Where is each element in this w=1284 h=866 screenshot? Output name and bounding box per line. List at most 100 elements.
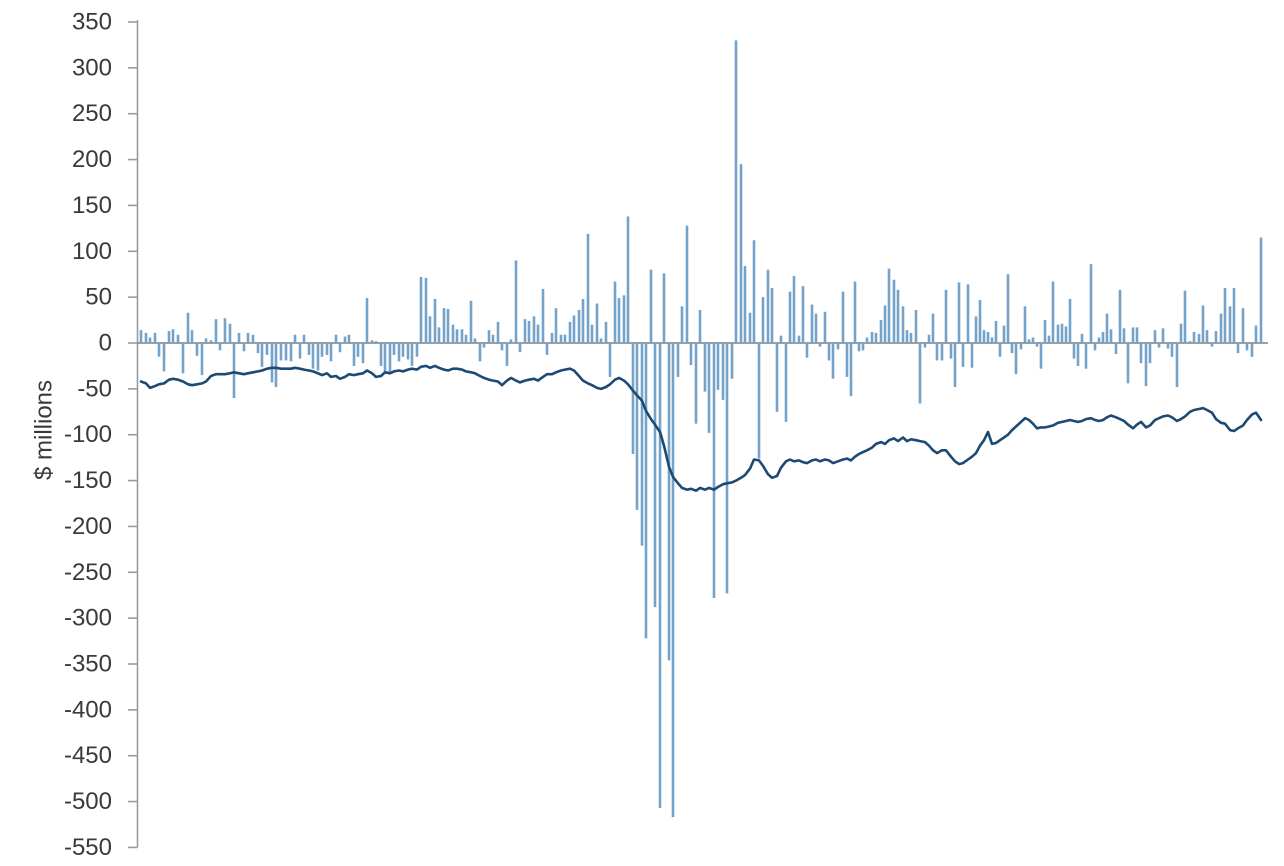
y-axis-tick-label: -50 [77, 375, 112, 402]
bar [347, 334, 351, 343]
bar [676, 343, 680, 377]
bar [518, 343, 522, 353]
bar [1101, 331, 1105, 343]
bar [1161, 328, 1165, 343]
bar [406, 343, 410, 360]
bar [397, 343, 401, 362]
bar [1148, 343, 1152, 364]
bar [559, 334, 563, 343]
y-axis-tick-label: -450 [64, 742, 112, 769]
bar [827, 343, 831, 361]
bar [1259, 237, 1263, 343]
bar [302, 334, 306, 343]
bar [1197, 333, 1201, 343]
bar [1068, 298, 1072, 343]
bar [810, 304, 814, 343]
bar [978, 299, 982, 343]
bar [857, 343, 861, 352]
y-axis-tick-label: -500 [64, 788, 112, 815]
bar [841, 291, 845, 343]
bar [861, 343, 865, 351]
bar [482, 343, 486, 348]
bar [195, 343, 199, 356]
bar [770, 287, 774, 343]
bar [307, 343, 311, 355]
bar [931, 313, 935, 343]
bar [1122, 328, 1126, 343]
bar [1051, 281, 1055, 343]
bar [990, 337, 994, 343]
bar [256, 343, 260, 354]
bar [1223, 287, 1227, 343]
bar [595, 303, 599, 343]
bar [805, 343, 809, 358]
bar [608, 343, 612, 377]
bar [274, 343, 278, 388]
bar [892, 279, 896, 343]
bar [730, 343, 734, 379]
bar [974, 316, 978, 343]
bar [703, 343, 707, 392]
bar [311, 343, 315, 369]
bar [1245, 343, 1249, 351]
bar [365, 298, 369, 343]
bar [157, 343, 161, 357]
y-axis-tick-label: 300 [72, 54, 112, 81]
bar [1126, 343, 1130, 384]
bar [797, 335, 801, 343]
bar [853, 281, 857, 343]
y-axis-tick-label: 50 [85, 284, 112, 311]
bar [1228, 306, 1232, 343]
bar [505, 343, 509, 366]
bar [139, 330, 143, 343]
bar [748, 312, 752, 343]
bar [698, 309, 702, 343]
bar [491, 334, 495, 343]
bar [1097, 337, 1101, 343]
bar [550, 332, 554, 343]
bar [153, 332, 157, 343]
bar [541, 288, 545, 343]
bar [1080, 333, 1084, 343]
bar [896, 289, 900, 343]
bar [260, 343, 264, 367]
bar [734, 40, 738, 343]
bar [218, 343, 222, 351]
bar [914, 309, 918, 343]
bar [1023, 306, 1027, 343]
bar [1166, 343, 1170, 349]
y-axis-tick-label: 250 [72, 100, 112, 127]
bar [836, 343, 840, 350]
bar [1076, 343, 1080, 366]
bar [279, 343, 283, 361]
y-axis-tick-label: 150 [72, 192, 112, 219]
bar [246, 332, 250, 343]
bar [242, 343, 246, 352]
bar [845, 343, 849, 377]
y-axis-tick-label: -200 [64, 513, 112, 540]
bar [410, 343, 414, 366]
bar [1039, 343, 1043, 369]
bar [689, 343, 693, 366]
bar [428, 316, 432, 343]
bar [818, 343, 822, 347]
bar [1014, 343, 1018, 375]
bar [887, 268, 891, 343]
bar [671, 343, 675, 818]
bar [228, 323, 232, 343]
bar [415, 343, 419, 357]
bar [1254, 325, 1258, 343]
bar [162, 343, 166, 372]
y-axis-ticks: 350 300 250 200 150 100 50 0 -50 -100 -150 -200 -250… [64, 9, 138, 861]
bar [316, 343, 320, 371]
bar [186, 312, 190, 343]
bar [1131, 327, 1135, 343]
bar [388, 343, 392, 374]
bar [1192, 331, 1196, 343]
bar [1010, 343, 1014, 354]
bar [293, 334, 297, 343]
bar [374, 341, 378, 343]
y-axis-tick-label: -150 [64, 467, 112, 494]
bar [1031, 337, 1035, 343]
bar [613, 281, 617, 343]
